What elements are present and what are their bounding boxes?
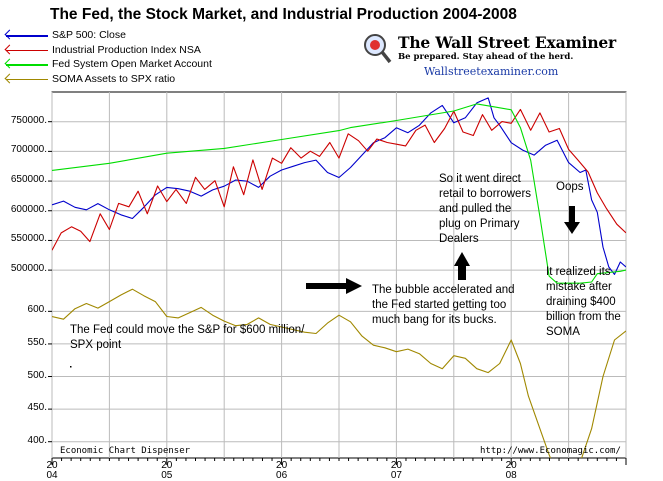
x-tick-label: 20 08 [501,461,521,481]
x-tick-label-century: 20 [276,460,288,471]
y-tick-label-lower: 600. [27,304,47,316]
x-tick-label: 20 06 [272,461,292,481]
legend-swatch-ratio [4,74,48,84]
series-line-sp500 [52,97,626,275]
annotation-line: mistake after [546,281,612,293]
arrow-right-icon [306,278,362,294]
annotation-direct: So it went direct retail to borrowers an… [439,172,531,247]
x-tick-label-century: 20 [46,460,58,471]
y-tick-label-upper: 750000. [10,114,47,126]
annotation-line: So it went direct [439,173,521,185]
annotation-line: the Fed started getting too [372,299,507,311]
legend-swatch-ip [4,45,48,55]
arrow-down-icon [564,206,580,234]
x-tick-label-century: 20 [161,460,173,471]
y-tick-label-upper: 600000. [10,203,47,215]
y-tick-label-upper: 550000. [10,233,47,245]
annotation-fed-move: The Fed could move the S&P for $600 mill… [70,323,304,353]
legend-item-ip: Industrial Production Index NSA [4,43,212,58]
series-line-ratio [52,288,626,458]
x-tick-label-year: 08 [505,470,517,481]
logo-tagline: Be prepared. Stay ahead of the herd. [398,52,574,62]
y-tick-label-lower: 500. [27,369,47,381]
x-tick-label: 20 07 [386,461,406,481]
series-group [52,97,626,458]
chart-title: The Fed, the Stock Market, and Industria… [50,6,517,23]
legend-item-soma: Fed System Open Market Account [4,57,212,72]
series-line-ip [52,108,626,251]
x-tick-label-year: 06 [276,470,288,481]
annotation-line: billion from the [546,311,621,323]
footer-source-right[interactable]: http://www.Economagic.com/ [480,446,621,456]
y-tick-label-upper: 650000. [10,174,47,186]
annotation-line: plug on Primary [439,218,520,230]
y-tick-label-lower: 400. [27,434,47,446]
x-tick-label: 20 05 [157,461,177,481]
y-tick-label-upper: 500000. [10,263,47,275]
series-line-soma [52,103,626,284]
annotation-realized: It realized its mistake after draining $… [546,265,621,340]
annotation-line: retail to borrowers [439,188,532,200]
annotation-bubble: The bubble accelerated and the Fed start… [372,283,515,328]
wall-street-examiner-logo[interactable]: The Wall Street Examiner Be prepared. St… [350,28,626,82]
legend-swatch-soma [4,59,48,69]
x-tick-label: 20 04 [42,461,62,481]
x-tick-label-century: 20 [390,460,402,471]
chart-legend: S&P 500: Close Industrial Production Ind… [4,28,212,86]
annotation-oops: Oops [556,181,584,193]
annotation-line: draining $400 [546,296,616,308]
legend-label-soma: Fed System Open Market Account [52,58,212,71]
x-tick-label-year: 04 [46,470,58,481]
annotation-line: The Fed could move the S&P for $600 mill… [70,324,305,336]
annotation-line: SPX point [70,339,122,351]
legend-label-ip: Industrial Production Index NSA [52,43,201,56]
legend-swatch-sp500 [4,30,48,40]
annotation-line: much bang for its bucks. [372,314,497,326]
annotation-line: Dealers [439,233,479,245]
annotation-line: SOMA [546,326,580,338]
legend-item-ratio: SOMA Assets to SPX ratio [4,72,212,87]
magnifier-icon [364,34,392,64]
annotation-line: It realized its [546,266,611,278]
footer-source-left: Economic Chart Dispenser [60,446,191,456]
legend-label-sp500: S&P 500: Close [52,29,126,42]
logo-name: The Wall Street Examiner [398,33,617,52]
x-tick-label-century: 20 [505,460,517,471]
legend-label-ratio: SOMA Assets to SPX ratio [52,72,176,85]
y-tick-label-lower: 450. [27,402,47,414]
y-tick-label-upper: 700000. [10,144,47,156]
x-tick-label-year: 05 [161,470,173,481]
stray-dot [70,366,72,368]
logo-url[interactable]: Wallstreetexaminer.com [424,65,559,78]
y-tick-label-lower: 550. [27,336,47,348]
legend-item-sp500: S&P 500: Close [4,28,212,43]
x-tick-label-year: 07 [390,470,402,481]
annotation-line: and pulled the [439,203,512,215]
arrow-up-icon [454,252,470,280]
annotation-line: The bubble accelerated and [372,284,515,296]
